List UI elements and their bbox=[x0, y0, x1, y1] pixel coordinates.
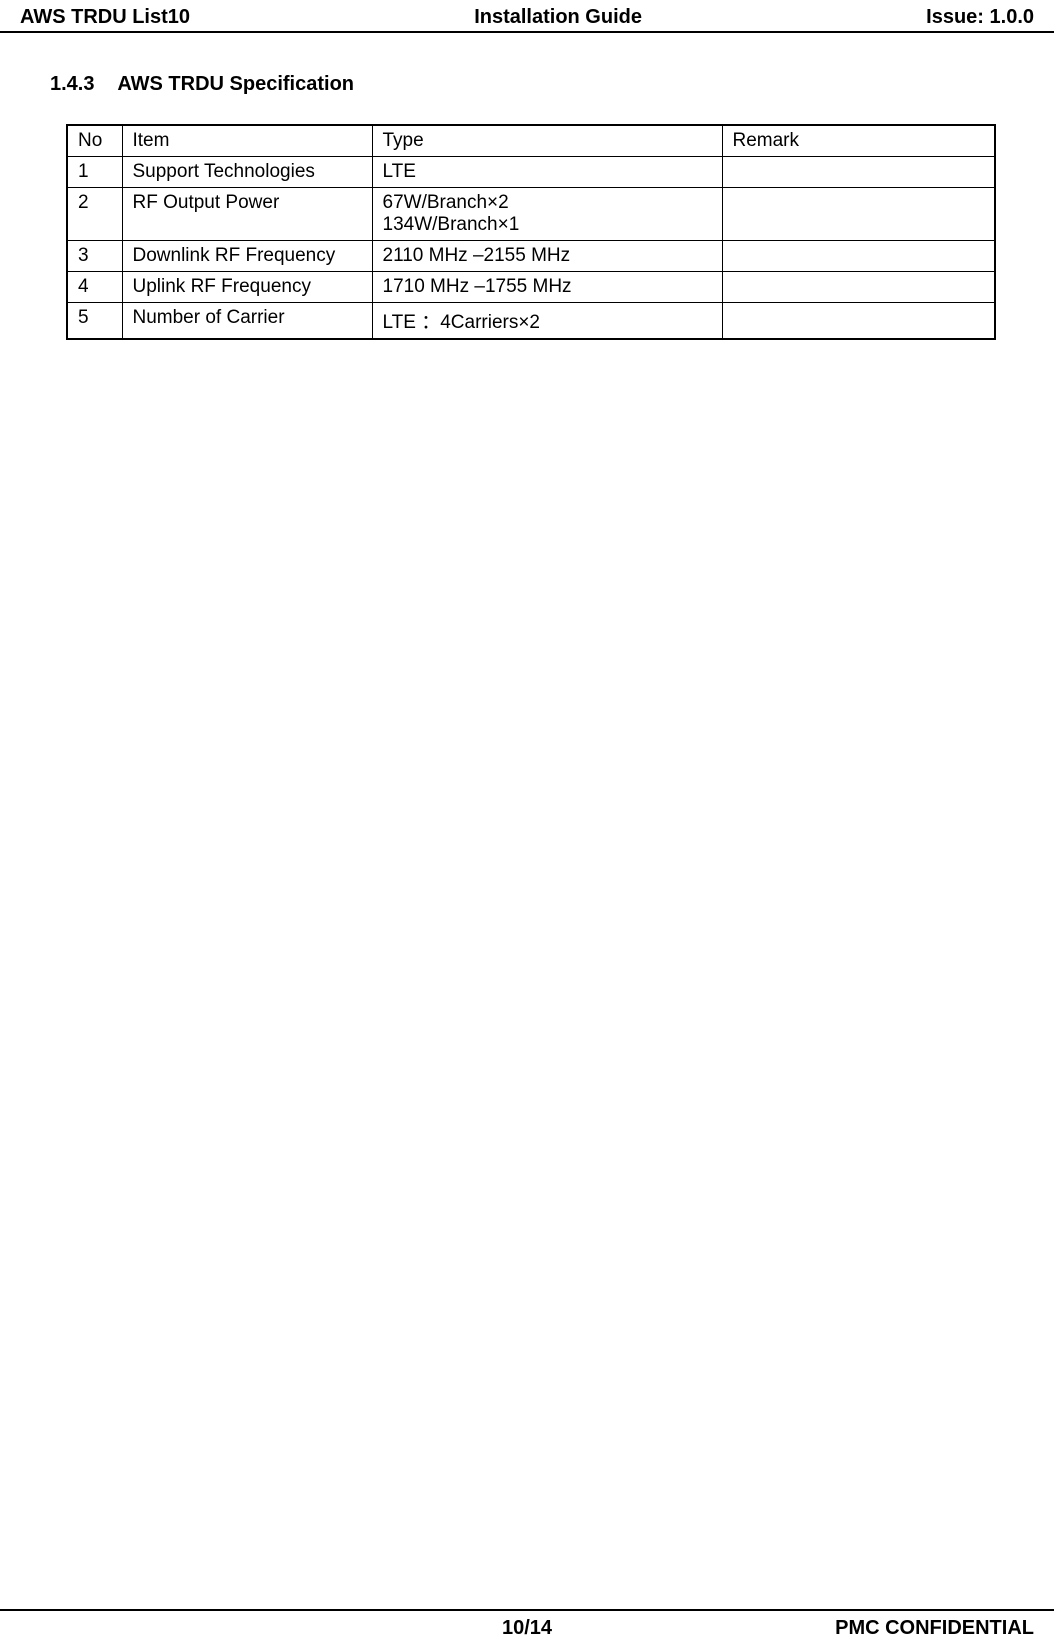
cell-remark bbox=[722, 303, 995, 340]
section-number: 1.4.3 bbox=[50, 73, 94, 96]
cell-remark bbox=[722, 272, 995, 303]
col-header-type: Type bbox=[372, 125, 722, 157]
footer-confidential: PMC CONFIDENTIAL bbox=[552, 1617, 1034, 1640]
col-header-remark: Remark bbox=[722, 125, 995, 157]
page-footer: 10/14 PMC CONFIDENTIAL bbox=[0, 1609, 1054, 1646]
cell-item: Downlink RF Frequency bbox=[122, 241, 372, 272]
cell-no: 1 bbox=[67, 157, 122, 188]
cell-item: Uplink RF Frequency bbox=[122, 272, 372, 303]
cell-type: LTE bbox=[372, 157, 722, 188]
col-header-no: No bbox=[67, 125, 122, 157]
table-row: 4Uplink RF Frequency1710 MHz –1755 MHz bbox=[67, 272, 995, 303]
cell-no: 3 bbox=[67, 241, 122, 272]
header-left: AWS TRDU List10 bbox=[20, 6, 190, 29]
cell-remark bbox=[722, 241, 995, 272]
table-row: 5Number of CarrierLTE ：4Carriers×2 bbox=[67, 303, 995, 340]
table-row: 2RF Output Power67W/Branch×2134W/Branch×… bbox=[67, 188, 995, 241]
cell-no: 2 bbox=[67, 188, 122, 241]
section-title: AWS TRDU Specification bbox=[117, 73, 354, 95]
cell-item: Number of Carrier bbox=[122, 303, 372, 340]
cell-type: LTE ：4Carriers×2 bbox=[372, 303, 722, 340]
cell-item: Support Technologies bbox=[122, 157, 372, 188]
spec-table: No Item Type Remark 1Support Technologie… bbox=[66, 124, 996, 340]
cell-type: 1710 MHz –1755 MHz bbox=[372, 272, 722, 303]
cell-no: 4 bbox=[67, 272, 122, 303]
header-center: Installation Guide bbox=[190, 6, 926, 29]
table-row: 1Support TechnologiesLTE bbox=[67, 157, 995, 188]
footer-page-number: 10/14 bbox=[502, 1617, 552, 1640]
table-header-row: No Item Type Remark bbox=[67, 125, 995, 157]
cell-type: 67W/Branch×2134W/Branch×1 bbox=[372, 188, 722, 241]
cell-type: 2110 MHz –2155 MHz bbox=[372, 241, 722, 272]
col-header-item: Item bbox=[122, 125, 372, 157]
cell-remark bbox=[722, 188, 995, 241]
page-content: 1.4.3 AWS TRDU Specification No Item Typ… bbox=[0, 33, 1054, 380]
page-header: AWS TRDU List10 Installation Guide Issue… bbox=[0, 0, 1054, 33]
cell-item: RF Output Power bbox=[122, 188, 372, 241]
cell-remark bbox=[722, 157, 995, 188]
table-row: 3Downlink RF Frequency2110 MHz –2155 MHz bbox=[67, 241, 995, 272]
section-heading: 1.4.3 AWS TRDU Specification bbox=[50, 73, 1004, 96]
cell-no: 5 bbox=[67, 303, 122, 340]
header-right: Issue: 1.0.0 bbox=[926, 6, 1034, 29]
